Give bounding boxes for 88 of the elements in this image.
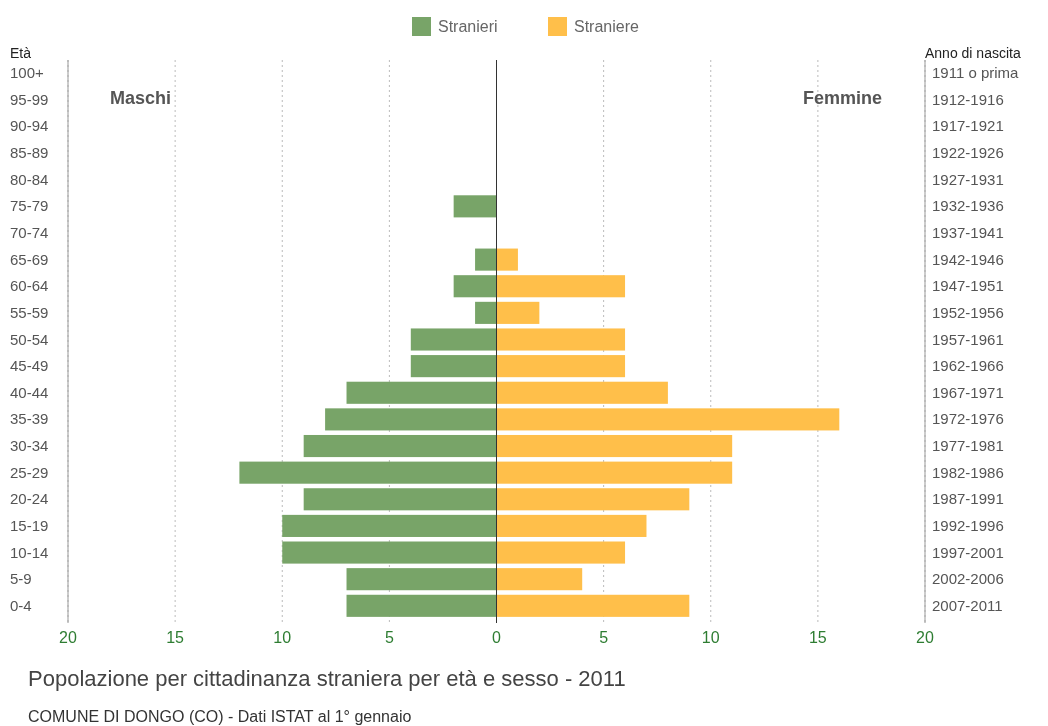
y2-tick-label: 2007-2011 bbox=[932, 596, 1003, 614]
bar bbox=[346, 381, 497, 404]
y2-tick-label: 1952-1956 bbox=[932, 303, 1004, 321]
bar bbox=[496, 434, 733, 458]
text: Popolazione per cittadinanza straniera per età e sesso - 2011 bbox=[28, 666, 626, 691]
y2-tick-label: 1922-1926 bbox=[932, 144, 1004, 162]
legend-label: Straniere bbox=[574, 18, 640, 35]
annotation: Femmine bbox=[802, 88, 882, 108]
y-axis-title: Età bbox=[10, 45, 32, 61]
bar bbox=[303, 488, 497, 511]
bar bbox=[496, 594, 690, 617]
x-tick-label: 0 bbox=[492, 629, 502, 646]
y2-tick-label: 1917-1921 bbox=[932, 117, 1004, 135]
bar bbox=[282, 541, 497, 564]
y-tick-label: 20-24 bbox=[10, 490, 49, 508]
y2-tick-label: 1942-1946 bbox=[932, 250, 1004, 268]
y-tick-label: 30-34 bbox=[10, 437, 49, 455]
annotation: Maschi bbox=[110, 88, 172, 108]
y2-tick-label: 1987-1991 bbox=[932, 490, 1004, 508]
x-tick-label: 15 bbox=[808, 629, 827, 646]
legend-label: Stranieri bbox=[438, 18, 498, 35]
bar bbox=[475, 301, 497, 324]
y2-tick-label: 1927-1931 bbox=[932, 170, 1004, 188]
bar bbox=[496, 248, 518, 271]
bar bbox=[496, 461, 733, 484]
x-tick-label: 15 bbox=[166, 629, 185, 646]
y-tick-label: 45-49 bbox=[10, 357, 49, 375]
y2-tick-label: 1962-1966 bbox=[932, 357, 1004, 375]
bar bbox=[496, 275, 626, 298]
y-tick-label: 5-9 bbox=[10, 570, 32, 588]
y2-tick-label: 1937-1941 bbox=[932, 223, 1004, 241]
bar bbox=[325, 408, 497, 431]
x-tick-label: 20 bbox=[59, 629, 77, 646]
x-tick-label: 10 bbox=[701, 629, 720, 646]
bar bbox=[410, 328, 497, 351]
x-tick-label: 10 bbox=[273, 629, 292, 646]
y2-axis-title: Anno di nascita bbox=[925, 45, 1021, 61]
y2-tick-label: 1957-1961 bbox=[932, 330, 1004, 348]
bar bbox=[496, 541, 626, 564]
y-tick-label: 35-39 bbox=[10, 410, 49, 428]
y2-tick-label: 1992-1996 bbox=[932, 516, 1004, 534]
bar bbox=[346, 568, 497, 591]
y2-tick-label: 1932-1936 bbox=[932, 197, 1004, 215]
y2-tick-label: 2002-2006 bbox=[932, 570, 1004, 588]
y2-tick-label: 1982-1986 bbox=[932, 463, 1004, 481]
bar bbox=[239, 461, 497, 484]
bar bbox=[496, 381, 668, 404]
y-tick-label: 40-44 bbox=[10, 383, 49, 401]
text: COMUNE DI DONGO (CO) - Dati ISTAT al 1° gennaio bbox=[28, 708, 412, 725]
y-tick-label: 70-74 bbox=[10, 223, 49, 241]
x-tick-label: 5 bbox=[599, 629, 609, 646]
y-tick-label: 15-19 bbox=[10, 516, 49, 534]
bar bbox=[496, 301, 540, 324]
y2-tick-label: 1977-1981 bbox=[932, 437, 1004, 455]
y-tick-label: 85-89 bbox=[10, 144, 49, 162]
bar bbox=[475, 248, 497, 271]
y-tick-label: 90-94 bbox=[10, 117, 49, 135]
y2-tick-label: 1972-1976 bbox=[932, 410, 1004, 428]
bar bbox=[303, 434, 497, 458]
bar bbox=[282, 514, 497, 537]
bar bbox=[453, 195, 497, 218]
y-tick-label: 75-79 bbox=[10, 197, 49, 215]
y-tick-label: 65-69 bbox=[10, 250, 49, 268]
y-tick-label: 0-4 bbox=[10, 596, 32, 614]
y-tick-label: 55-59 bbox=[10, 303, 49, 321]
y2-tick-label: 1997-2001 bbox=[932, 543, 1004, 561]
bar bbox=[496, 408, 840, 431]
bar bbox=[496, 355, 626, 378]
y2-tick-label: 1947-1951 bbox=[932, 277, 1004, 295]
bar bbox=[346, 594, 497, 617]
y-tick-label: 100+ bbox=[10, 64, 45, 82]
bar bbox=[410, 355, 497, 378]
bar bbox=[453, 275, 497, 298]
bar bbox=[496, 328, 626, 351]
y-tick-label: 50-54 bbox=[10, 330, 49, 348]
y2-tick-label: 1912-1916 bbox=[932, 90, 1004, 108]
x-tick-label: 20 bbox=[916, 629, 934, 646]
x-tick-label: 5 bbox=[384, 629, 394, 646]
y2-tick-label: 1967-1971 bbox=[932, 383, 1004, 401]
y-tick-label: 95-99 bbox=[10, 90, 49, 108]
y-tick-label: 80-84 bbox=[10, 170, 49, 188]
bar bbox=[496, 514, 647, 537]
bar bbox=[496, 568, 583, 591]
bar bbox=[496, 488, 690, 511]
y-tick-label: 60-64 bbox=[10, 277, 49, 295]
y-tick-label: 25-29 bbox=[10, 463, 49, 481]
y-tick-label: 10-14 bbox=[10, 543, 49, 561]
y2-tick-label: 1911 o prima bbox=[932, 64, 1020, 82]
